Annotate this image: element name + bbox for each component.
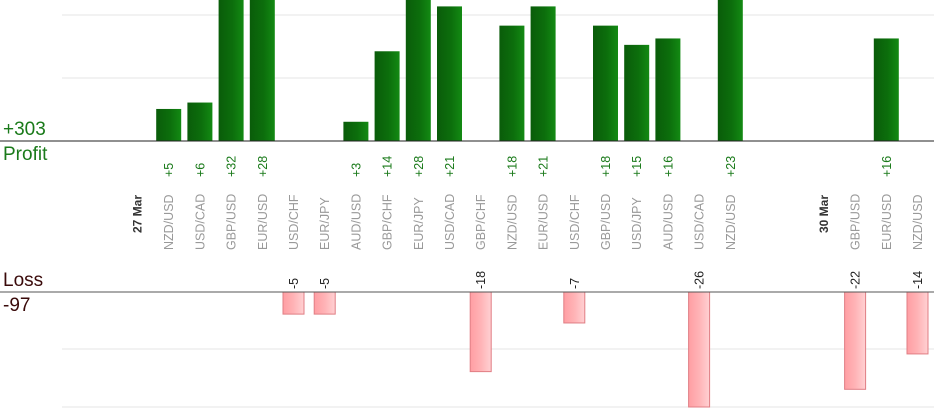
loss-total: -97 [3, 295, 31, 316]
profit-bar [499, 25, 525, 141]
pair-label: GBP/CHF [381, 194, 395, 250]
loss-bar [844, 291, 867, 390]
pair-label: GBP/USD [849, 194, 863, 250]
loss-bar [906, 291, 929, 355]
loss-bar [469, 291, 492, 373]
pair-label: NZD/USD [505, 194, 519, 250]
profit-bar [218, 0, 244, 141]
pair-label: USD/CHF [568, 194, 582, 250]
loss-bar [563, 291, 586, 324]
loss-bar [688, 291, 711, 408]
pair-label: AUD/USD [661, 194, 675, 250]
loss-value-label: -14 [911, 271, 925, 289]
loss-value-label: -22 [849, 271, 863, 289]
profit-value-label: +3 [349, 163, 363, 177]
profit-bar [624, 44, 650, 142]
date-label: 27 Mar [131, 195, 145, 233]
profit-value-label: +16 [661, 156, 675, 177]
profit-bar [593, 25, 618, 141]
loss-value-label: -5 [287, 278, 301, 289]
profit-value-label: +32 [225, 156, 239, 177]
profit-bar [187, 102, 213, 141]
profit-value-label: +16 [880, 156, 894, 177]
profit-bar [374, 51, 400, 141]
profit-bar [530, 6, 556, 142]
pair-label: USD/CHF [287, 194, 301, 250]
pair-label: AUD/USD [349, 194, 363, 250]
profit-bar [405, 0, 431, 141]
pair-label: NZD/USD [911, 194, 925, 250]
profit-total: +303 [3, 119, 46, 140]
profit-bar [343, 121, 369, 141]
pair-label: NZD/USD [162, 194, 176, 250]
profit-value-label: +6 [193, 163, 207, 177]
pair-label: EUR/USD [256, 194, 270, 250]
profit-bar [156, 108, 182, 141]
pair-label: USD/CAD [193, 194, 207, 250]
pair-label: GBP/USD [225, 194, 239, 250]
profit-bar [717, 0, 743, 141]
pair-label: EUR/JPY [412, 197, 426, 250]
profit-value-label: +21 [537, 156, 551, 177]
pair-label: USD/CAD [443, 194, 457, 250]
pair-label: USD/JPY [630, 197, 644, 250]
profit-bar [437, 6, 462, 142]
profit-value-label: +18 [505, 156, 519, 177]
profit-value-label: +18 [599, 156, 613, 177]
loss-value-label: -5 [318, 278, 332, 289]
loss-value-label: -26 [693, 271, 707, 289]
profit-value-label: +15 [630, 156, 644, 177]
loss-label: Loss [3, 270, 44, 291]
loss-bar [313, 291, 336, 315]
date-label: 30 Mar [817, 195, 831, 233]
profit-value-label: +23 [724, 156, 738, 177]
loss-bar [282, 291, 305, 315]
profit-value-label: +5 [162, 163, 176, 177]
loss-value-label: -7 [568, 278, 582, 289]
pair-label: NZD/USD [724, 194, 738, 250]
profit-bar [249, 0, 275, 141]
pair-label: GBP/CHF [474, 194, 488, 250]
profit-value-label: +28 [412, 156, 426, 177]
profit-label: Profit [3, 144, 48, 165]
profit-value-label: +14 [381, 156, 395, 177]
pair-label: USD/CAD [693, 194, 707, 250]
profit-value-label: +28 [256, 156, 270, 177]
profit-bar [873, 38, 899, 141]
profit-bar [655, 38, 681, 141]
pair-label: EUR/USD [880, 194, 894, 250]
pair-label: EUR/USD [537, 194, 551, 250]
profit-value-label: +21 [443, 156, 457, 177]
pair-label: GBP/USD [599, 194, 613, 250]
pair-label: EUR/JPY [318, 197, 332, 250]
loss-value-label: -18 [474, 271, 488, 289]
